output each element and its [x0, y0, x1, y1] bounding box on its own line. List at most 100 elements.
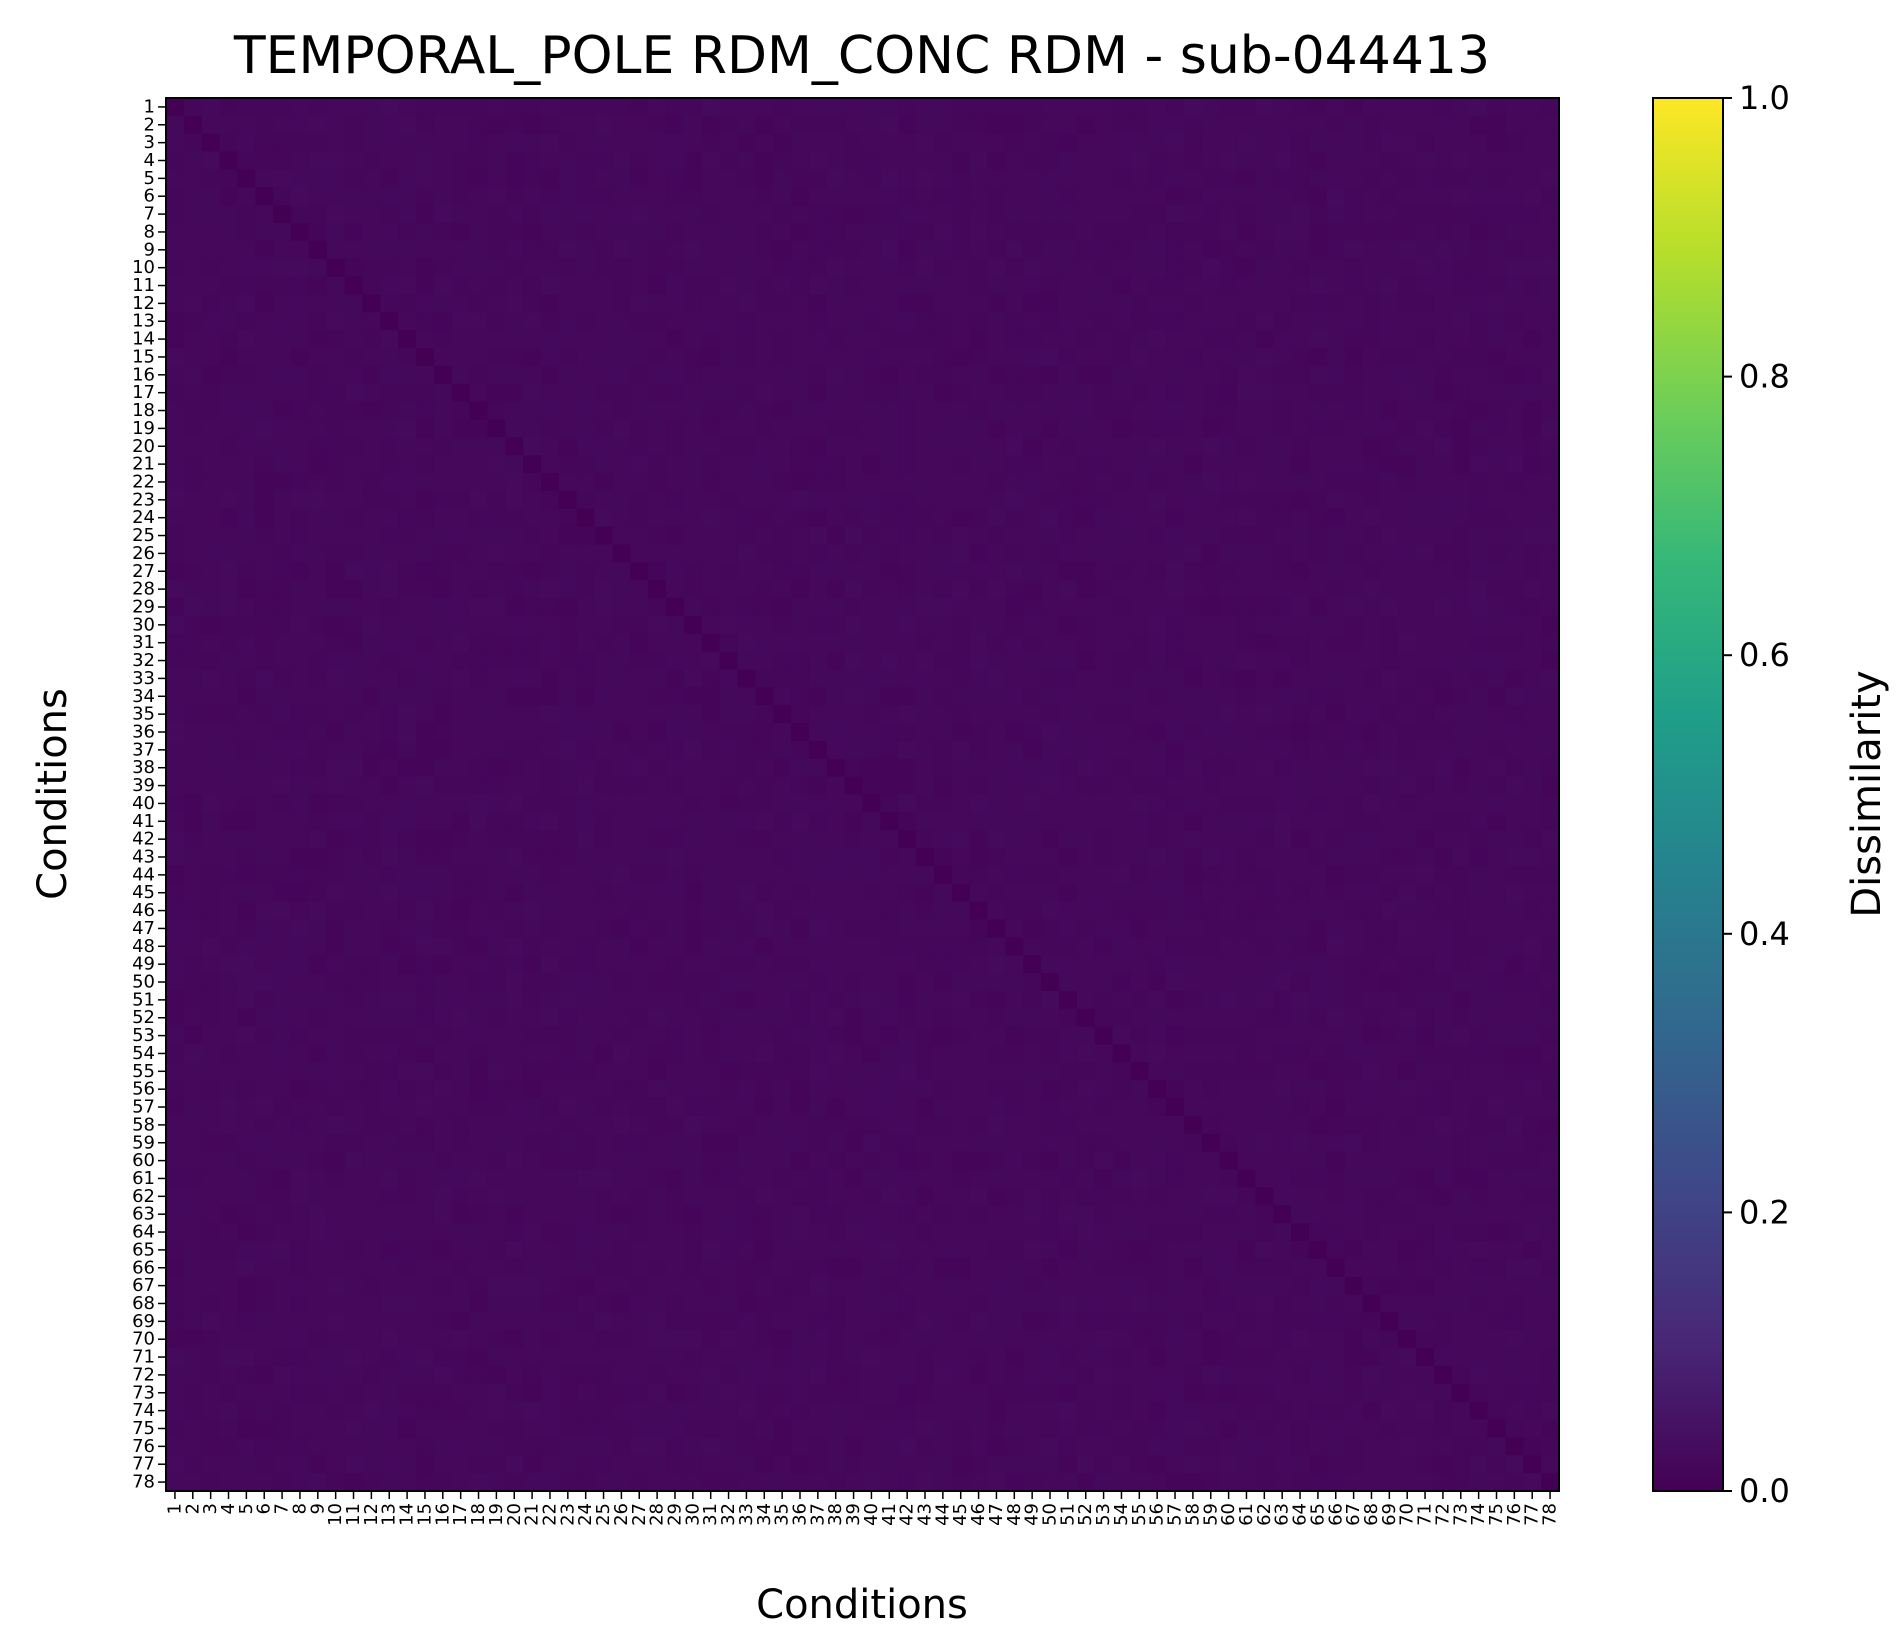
- heatmap-cell: [1523, 169, 1542, 188]
- heatmap-cell: [433, 1115, 453, 1135]
- heatmap-cell: [487, 794, 506, 813]
- heatmap-cell: [898, 883, 917, 903]
- heatmap-cell: [1076, 562, 1096, 581]
- heatmap-cell: [933, 883, 953, 903]
- heatmap-cell: [576, 365, 596, 385]
- heatmap-cell: [1487, 98, 1507, 117]
- heatmap-cell: [1255, 919, 1274, 938]
- heatmap-cell: [201, 865, 221, 885]
- heatmap-cell: [916, 580, 935, 599]
- heatmap-cell: [558, 1062, 578, 1081]
- heatmap-cell: [719, 937, 739, 956]
- heatmap-cell: [916, 1187, 935, 1206]
- heatmap-cell: [308, 973, 328, 992]
- heatmap-cell: [487, 776, 506, 796]
- heatmap-cell: [219, 1187, 239, 1206]
- heatmap-cell: [237, 98, 256, 117]
- heatmap-cell: [1416, 276, 1435, 296]
- heatmap-cell: [201, 544, 221, 563]
- heatmap-cell: [898, 598, 917, 617]
- heatmap-cell: [255, 1026, 274, 1046]
- heatmap-cell: [1308, 1223, 1328, 1242]
- heatmap-cell: [541, 865, 560, 885]
- heatmap-cell: [594, 740, 614, 760]
- heatmap-cell: [1201, 1098, 1221, 1117]
- heatmap-cell: [201, 330, 221, 349]
- heatmap-cell: [1308, 794, 1328, 813]
- heatmap-cell: [416, 633, 435, 653]
- heatmap-cell: [773, 740, 792, 760]
- heatmap-cell: [826, 1151, 846, 1171]
- heatmap-cell: [1523, 312, 1542, 331]
- heatmap-cell: [362, 544, 381, 563]
- heatmap-cell: [201, 1205, 221, 1224]
- heatmap-cell: [844, 990, 864, 1010]
- heatmap-cell: [666, 169, 685, 188]
- heatmap-cell: [362, 240, 381, 260]
- heatmap-cell: [1451, 1133, 1471, 1153]
- heatmap-cell: [558, 205, 578, 224]
- heatmap-cell: [291, 562, 310, 581]
- heatmap-cell: [523, 490, 542, 510]
- heatmap-cell: [451, 383, 471, 403]
- heatmap-cell: [362, 490, 381, 510]
- heatmap-cell: [1523, 151, 1542, 171]
- heatmap-cell: [273, 205, 292, 224]
- heatmap-cell: [183, 1062, 203, 1081]
- heatmap-cell: [523, 812, 542, 831]
- heatmap-cell: [1523, 973, 1542, 992]
- heatmap-cell: [1023, 365, 1042, 385]
- heatmap-cell: [273, 848, 292, 867]
- heatmap-cell: [826, 651, 846, 671]
- heatmap-cell: [737, 365, 756, 385]
- heatmap-cell: [1416, 294, 1435, 313]
- heatmap-cell: [1505, 865, 1524, 885]
- heatmap-cell: [469, 1151, 489, 1171]
- heatmap-cell: [1308, 633, 1328, 653]
- heatmap-cell: [898, 776, 917, 796]
- heatmap-cell: [166, 1044, 185, 1063]
- heatmap-cell: [808, 526, 828, 546]
- heatmap-cell: [701, 562, 721, 581]
- heatmap-cell: [255, 562, 274, 581]
- heatmap-cell: [308, 1098, 328, 1117]
- heatmap-cell: [880, 276, 899, 296]
- heatmap-cell: [1183, 848, 1203, 867]
- heatmap-cell: [1469, 1062, 1489, 1081]
- heatmap-cell: [1237, 312, 1256, 331]
- heatmap-cell: [1148, 348, 1167, 367]
- heatmap-cell: [737, 508, 756, 528]
- heatmap-cell: [1326, 669, 1346, 688]
- heatmap-cell: [1308, 437, 1328, 456]
- heatmap-cell: [969, 669, 989, 688]
- heatmap-cell: [969, 1008, 989, 1028]
- heatmap-cell: [237, 1044, 256, 1063]
- heatmap-cell: [416, 758, 435, 778]
- heatmap-cell: [1130, 383, 1149, 403]
- heatmap-cell: [1380, 508, 1399, 528]
- heatmap-cell: [362, 633, 381, 653]
- heatmap-cell: [826, 151, 846, 171]
- heatmap-cell: [1255, 687, 1274, 706]
- heatmap-cell: [773, 1098, 792, 1117]
- heatmap-cell: [612, 990, 631, 1010]
- heatmap-cell: [523, 830, 542, 849]
- heatmap-cell: [505, 330, 524, 349]
- heatmap-cell: [969, 115, 989, 135]
- heatmap-cell: [398, 955, 417, 974]
- heatmap-cell: [219, 187, 239, 206]
- heatmap-cell: [1451, 562, 1471, 581]
- heatmap-cell: [541, 687, 560, 706]
- heatmap-cell: [1023, 383, 1042, 403]
- heatmap-cell: [1416, 955, 1435, 974]
- heatmap-cell: [1130, 1187, 1149, 1206]
- heatmap-cell: [1362, 705, 1382, 724]
- heatmap-cell: [1041, 348, 1060, 367]
- heatmap-cell: [880, 990, 899, 1010]
- heatmap-cell: [576, 723, 596, 742]
- heatmap-cell: [237, 115, 256, 135]
- heatmap-cell: [1201, 1062, 1221, 1081]
- heatmap-cell: [933, 98, 953, 117]
- heatmap-cell: [1523, 812, 1542, 831]
- heatmap-cell: [1166, 169, 1185, 188]
